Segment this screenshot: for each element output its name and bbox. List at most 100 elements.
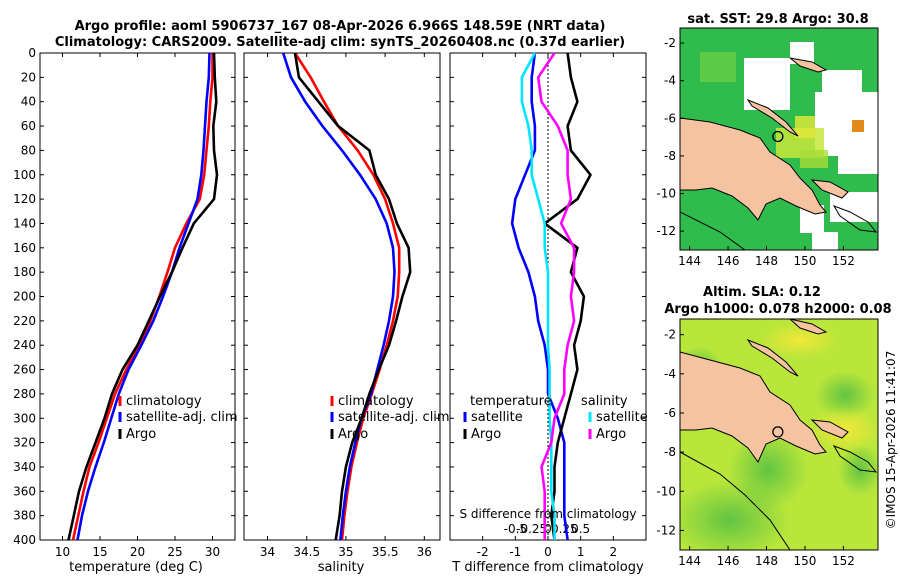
x-tick-label: 0 bbox=[544, 545, 552, 559]
map-x-tick-label: 150 bbox=[793, 254, 816, 268]
map-x-tick-label: 146 bbox=[717, 554, 740, 568]
legend-s-satellite: satellite bbox=[596, 410, 648, 425]
y-tick-label: 300 bbox=[13, 411, 36, 425]
map-x-tick-label: 146 bbox=[717, 254, 740, 268]
y-tick-label: 260 bbox=[13, 363, 36, 377]
y-tick-label: 180 bbox=[13, 265, 36, 279]
title-line-2: Climatology: CARS2009. Satellite-adj cli… bbox=[55, 35, 625, 50]
series-line-s-argo bbox=[536, 52, 576, 540]
sst-map bbox=[680, 28, 878, 250]
y-tick-label: 100 bbox=[13, 168, 36, 182]
y-tick-label: 400 bbox=[13, 533, 36, 547]
x-tick-label: 34 bbox=[260, 545, 275, 559]
map-y-tick-label: -4 bbox=[664, 367, 676, 381]
sst-map-title: sat. SST: 29.8 Argo: 30.8 bbox=[687, 12, 868, 27]
y-tick-label: 20 bbox=[21, 70, 36, 84]
legend-argo: Argo bbox=[338, 427, 368, 442]
x-tick-label: 35.5 bbox=[372, 545, 399, 559]
sst-land bbox=[680, 117, 827, 221]
credit-timestamp: ©IMOS 15-Apr-2026 11:41:07 bbox=[884, 351, 898, 530]
y-tick-label: 380 bbox=[13, 509, 36, 523]
sst-map-axes: 144 146 148 150 152 -2 -4 -6 -8 -10 -12 bbox=[656, 36, 854, 268]
map-y-tick-label: -12 bbox=[656, 523, 676, 537]
legend-t-argo: Argo bbox=[471, 427, 501, 442]
legend-climatology: climatology bbox=[126, 394, 202, 409]
map-x-tick-label: 152 bbox=[832, 554, 855, 568]
map-y-tick-label: -10 bbox=[656, 187, 676, 201]
y-tick-label: 200 bbox=[13, 290, 36, 304]
salinity-panel: 34 34.5 35 35.5 36 bbox=[243, 52, 441, 559]
argo-location-marker bbox=[772, 426, 784, 438]
top-tick-label: 0.5 bbox=[571, 522, 590, 536]
y-tick-label: 160 bbox=[13, 241, 36, 255]
map-y-tick-label: -8 bbox=[664, 445, 676, 459]
map-y-tick-label: -6 bbox=[664, 111, 676, 125]
title-line-1: Argo profile: aoml 5906737_167 08-Apr-20… bbox=[75, 19, 606, 34]
legend-temperature-title: temperature bbox=[470, 394, 552, 409]
legend-satellite-adj: satellite-adj. clim bbox=[338, 410, 450, 425]
map-y-tick-label: -4 bbox=[664, 74, 676, 88]
temperature-panel: 10 15 20 25 30020406080100120140160180200220… bbox=[13, 46, 236, 559]
map-x-tick-label: 144 bbox=[678, 554, 701, 568]
y-tick-label: 40 bbox=[21, 95, 36, 109]
x-tick-label: 36 bbox=[417, 545, 432, 559]
series-line-argo bbox=[67, 52, 219, 541]
top-tick-label: 0.25 bbox=[551, 522, 578, 536]
y-tick-label: 120 bbox=[13, 192, 36, 206]
legend-salinity-title: salinity bbox=[581, 394, 628, 409]
salinity-xlabel: salinity bbox=[318, 560, 365, 575]
difference-xlabel: T difference from climatology bbox=[451, 560, 644, 575]
sla-map-subtitle: Argo h1000: 0.078 h2000: 0.08 bbox=[664, 302, 891, 317]
sla-map-frame bbox=[679, 318, 879, 551]
map-y-tick-label: -10 bbox=[656, 484, 676, 498]
y-tick-label: 0 bbox=[28, 46, 36, 60]
series-line-t-argo bbox=[543, 52, 592, 541]
x-tick-label: 30 bbox=[205, 545, 220, 559]
x-tick-label: 15 bbox=[92, 545, 107, 559]
legend-s-argo: Argo bbox=[596, 427, 626, 442]
sla-map-axes: 144 146 148 150 152 -2 -4 -6 -8 -10 -12 bbox=[656, 328, 854, 568]
y-tick-label: 60 bbox=[21, 119, 36, 133]
salinity-legend: climatology satellite-adj. clim Argo bbox=[330, 394, 450, 442]
salinity-axes-frame bbox=[243, 52, 441, 541]
top-tick-label: -0.5 bbox=[504, 522, 527, 536]
map-x-tick-label: 148 bbox=[755, 554, 778, 568]
series-line-t-satellite bbox=[510, 52, 569, 541]
legend-argo: Argo bbox=[126, 427, 156, 442]
y-tick-label: 280 bbox=[13, 387, 36, 401]
map-y-tick-label: -12 bbox=[656, 224, 676, 238]
y-tick-label: 140 bbox=[13, 216, 36, 230]
x-tick-label: 2 bbox=[610, 545, 618, 559]
temperature-xlabel: temperature (deg C) bbox=[69, 560, 203, 575]
legend-t-satellite: satellite bbox=[471, 410, 523, 425]
sst-map-frame bbox=[679, 27, 879, 251]
x-tick-label: 10 bbox=[55, 545, 70, 559]
y-tick-label: 320 bbox=[13, 436, 36, 450]
map-x-tick-label: 150 bbox=[793, 554, 816, 568]
x-tick-label: 34.5 bbox=[293, 545, 320, 559]
x-tick-label: 1 bbox=[577, 545, 585, 559]
y-tick-label: 340 bbox=[13, 460, 36, 474]
x-tick-label: -2 bbox=[477, 545, 489, 559]
map-x-tick-label: 144 bbox=[678, 254, 701, 268]
x-tick-label: 35 bbox=[338, 545, 353, 559]
series-line-argo bbox=[293, 52, 412, 541]
map-y-tick-label: -8 bbox=[664, 149, 676, 163]
series-line-climatology bbox=[71, 53, 214, 541]
top-tick-label: -0.25 bbox=[516, 522, 547, 536]
y-tick-label: 360 bbox=[13, 484, 36, 498]
legend-climatology: climatology bbox=[338, 394, 414, 409]
difference-legend: temperature satellite Argo salinity sate… bbox=[463, 394, 648, 442]
series-line-satellite-adj-clim bbox=[281, 52, 396, 541]
x-tick-label: 20 bbox=[130, 545, 145, 559]
map-x-tick-label: 152 bbox=[832, 254, 855, 268]
sla-land bbox=[680, 351, 827, 464]
argo-location-marker bbox=[772, 130, 784, 143]
difference-top-xlabel: S difference from climatology bbox=[460, 507, 637, 521]
x-tick-label: -1 bbox=[509, 545, 521, 559]
temperature-legend: climatology satellite-adj. clim Argo bbox=[118, 394, 238, 442]
sst-warm-patches bbox=[700, 52, 864, 168]
y-tick-label: 220 bbox=[13, 314, 36, 328]
map-y-tick-label: -2 bbox=[664, 36, 676, 50]
sla-map bbox=[680, 319, 878, 550]
